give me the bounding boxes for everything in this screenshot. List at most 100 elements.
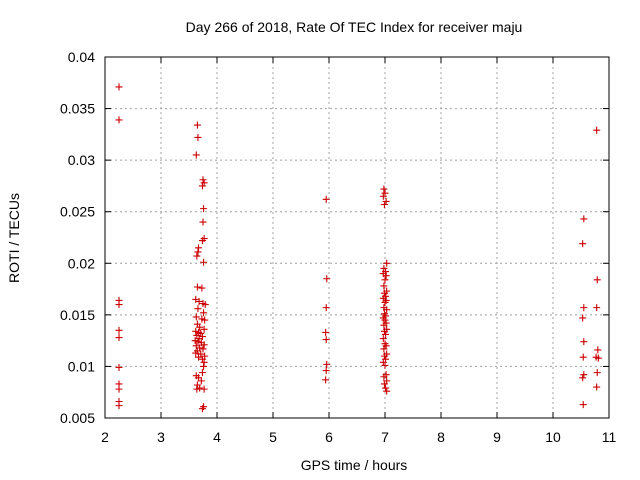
data-point (196, 323, 204, 331)
x-tick-labels: 2 3 4 5 6 7 8 9 10 11 (101, 429, 616, 445)
data-point (192, 313, 200, 321)
data-points (115, 83, 602, 413)
x-tick-label: 4 (213, 429, 221, 445)
data-point (382, 384, 390, 392)
data-point (379, 358, 387, 366)
data-point (196, 384, 204, 392)
data-point (380, 264, 388, 272)
data-point (195, 244, 203, 252)
data-point (115, 116, 123, 124)
data-point (380, 321, 388, 329)
axis-ticks (104, 56, 610, 419)
data-point (579, 240, 587, 248)
data-point (200, 179, 208, 187)
data-point (115, 334, 123, 342)
data-point (379, 335, 387, 343)
data-point (194, 248, 202, 256)
data-point (193, 121, 201, 129)
data-point (322, 367, 330, 375)
data-point (192, 349, 200, 357)
data-point (579, 374, 587, 382)
data-point (380, 282, 388, 290)
data-point (381, 189, 389, 197)
data-point (193, 252, 201, 260)
data-point (594, 346, 602, 354)
data-point (381, 316, 389, 324)
data-point (579, 353, 587, 361)
y-tick-label: 0.03 (68, 152, 95, 168)
data-point (382, 272, 390, 280)
y-tick-labels: 0.005 0.01 0.015 0.02 0.025 0.03 0.035 0.04 (60, 49, 95, 426)
data-point (323, 275, 331, 283)
data-point (593, 383, 601, 391)
data-point (198, 284, 206, 292)
data-point (200, 362, 208, 370)
data-point (380, 185, 388, 193)
data-point (197, 329, 205, 337)
y-tick-label: 0.005 (60, 410, 95, 426)
y-tick-label: 0.025 (60, 204, 95, 220)
data-point (200, 258, 208, 266)
data-point (593, 126, 601, 134)
data-point (381, 361, 389, 369)
data-point (380, 352, 388, 360)
data-point (383, 306, 391, 314)
x-tick-label: 3 (157, 429, 165, 445)
y-tick-label: 0.02 (68, 255, 95, 271)
data-point (193, 283, 201, 291)
data-point (579, 401, 587, 409)
x-tick-label: 2 (101, 429, 109, 445)
data-point (383, 387, 391, 395)
data-point (580, 338, 588, 346)
data-point (198, 405, 206, 413)
grid-lines (105, 57, 609, 418)
data-point (200, 341, 208, 349)
data-point (194, 133, 202, 141)
data-point (200, 385, 208, 393)
data-point (198, 182, 206, 190)
data-point (579, 314, 587, 322)
y-tick-label: 0.035 (60, 101, 95, 117)
data-point (382, 330, 390, 338)
data-point (115, 402, 123, 410)
data-point (115, 301, 123, 309)
data-point (593, 369, 601, 377)
data-point (200, 309, 208, 317)
data-point (580, 371, 588, 379)
data-point (198, 369, 206, 377)
data-point (383, 259, 391, 267)
data-point (323, 360, 331, 368)
x-tick-label: 6 (325, 429, 333, 445)
data-point (580, 304, 588, 312)
y-axis-label: ROTI / TECUs (6, 193, 22, 283)
data-point (197, 377, 205, 385)
data-point (194, 338, 202, 346)
x-tick-label: 11 (602, 429, 617, 445)
data-point (198, 237, 206, 245)
x-tick-label: 8 (437, 429, 445, 445)
data-point (199, 218, 207, 226)
data-point (594, 354, 602, 362)
plot-border (104, 56, 610, 419)
data-point (200, 358, 208, 366)
data-point (115, 83, 123, 91)
data-point (201, 301, 209, 309)
data-point (382, 197, 390, 205)
data-point (195, 335, 203, 343)
x-axis-label: GPS time / hours (301, 457, 408, 473)
data-point (380, 373, 388, 381)
x-tick-label: 5 (269, 429, 277, 445)
data-point (322, 195, 330, 203)
data-point (381, 298, 389, 306)
data-point (593, 276, 601, 284)
y-tick-label: 0.015 (60, 307, 95, 323)
data-point (195, 297, 203, 305)
y-tick-label: 0.04 (68, 49, 95, 65)
data-point (380, 327, 388, 335)
data-point (198, 355, 206, 363)
data-point (201, 316, 209, 324)
data-point (115, 363, 123, 371)
data-point (593, 304, 601, 312)
data-point (200, 205, 208, 213)
